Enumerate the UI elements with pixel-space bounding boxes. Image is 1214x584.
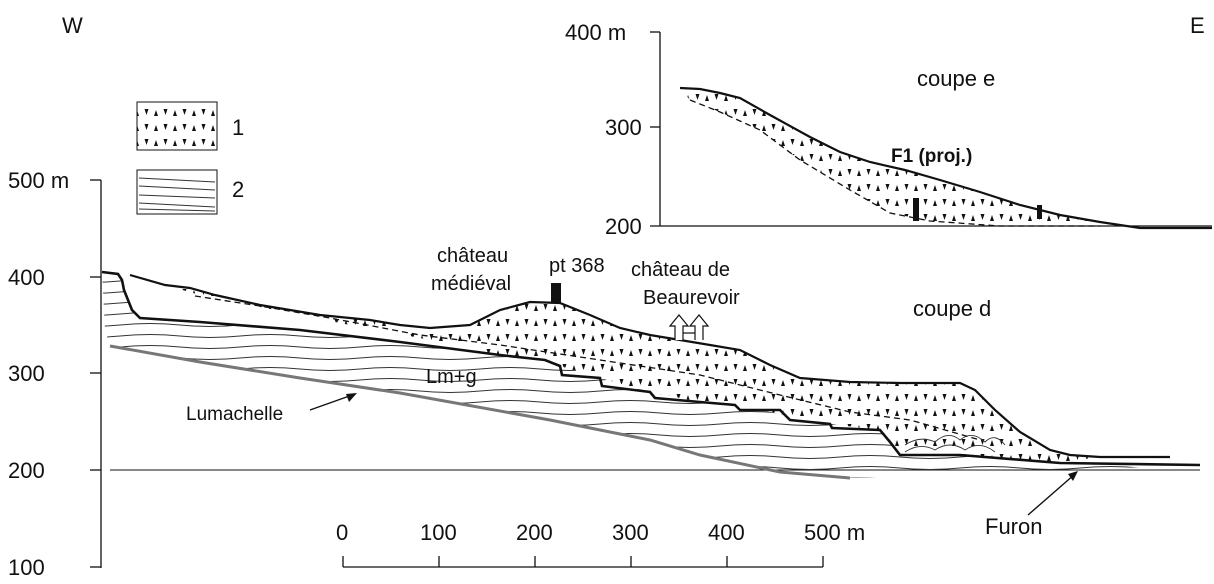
- dashed-contact: [194, 295, 981, 441]
- pt368-marker: [551, 283, 561, 303]
- inset-tick-200: 200: [605, 214, 642, 239]
- scale-tick-0: 0: [336, 520, 348, 545]
- inset-section-e: 400 m 300 200 coupe e F1 (proj.): [565, 20, 1212, 239]
- scale-tick-300: 300: [612, 520, 649, 545]
- beaurevoir-arrows: [668, 314, 710, 340]
- inset-triangle-unit: [680, 88, 1140, 229]
- legend-key-1: 1: [232, 115, 244, 140]
- lmg-label: Lm+g: [426, 366, 477, 388]
- scale-tick-500: 500 m: [804, 520, 865, 545]
- scale-tick-400: 400: [708, 520, 745, 545]
- legend-swatch-triangles: [136, 101, 218, 151]
- legend: 1 2: [136, 101, 244, 215]
- scale-tick-200: 200: [516, 520, 553, 545]
- inset-tick-300: 300: [605, 115, 642, 140]
- furon-label: Furon: [985, 514, 1042, 539]
- scale-tick-100: 100: [420, 520, 457, 545]
- inset-tick-400: 400 m: [565, 20, 626, 45]
- main-tick-100: 100: [8, 555, 45, 579]
- bedrock-contact: [101, 270, 1201, 467]
- main-tick-400: 400: [8, 265, 45, 290]
- chateau-beaurevoir-line1: château de: [631, 259, 730, 281]
- west-label: W: [62, 13, 83, 38]
- chateau-medieval-line1: château: [437, 245, 508, 267]
- chateau-beaurevoir-line2: Beaurevoir: [643, 287, 740, 309]
- chateau-medieval-line2: médiéval: [431, 273, 511, 295]
- folded-beds: [904, 435, 1006, 453]
- furon-arrow: [1027, 473, 1076, 516]
- inset-marker-bar-2: [1037, 205, 1042, 219]
- lumachelle-label: Lumachelle: [186, 404, 283, 425]
- main-tick-300: 300: [8, 361, 45, 386]
- triangle-unit-1: [165, 285, 1100, 462]
- pt368-label: pt 368: [549, 255, 605, 277]
- east-label: E: [1190, 13, 1205, 38]
- main-section-d: coupe d château médiéval pt 368 château …: [101, 245, 1201, 539]
- main-y-axis: 500 m 400 300 200 100: [8, 168, 102, 580]
- legend-swatch-lines: [136, 169, 218, 215]
- main-tick-500: 500 m: [8, 168, 69, 193]
- inset-title: coupe e: [917, 66, 995, 91]
- lumachelle-arrowhead: [346, 393, 357, 402]
- main-title: coupe d: [913, 296, 991, 321]
- inset-marker-bar-1: [913, 198, 919, 221]
- furon-arrowhead: [1068, 471, 1078, 481]
- ground-surface: [129, 273, 1170, 459]
- scale-bar: 0 100 200 300 400 500 m: [336, 520, 865, 568]
- lumachelle-bed: [109, 344, 851, 480]
- f1-label: F1 (proj.): [891, 146, 972, 167]
- main-tick-200: 200: [8, 458, 45, 483]
- legend-key-2: 2: [232, 177, 244, 202]
